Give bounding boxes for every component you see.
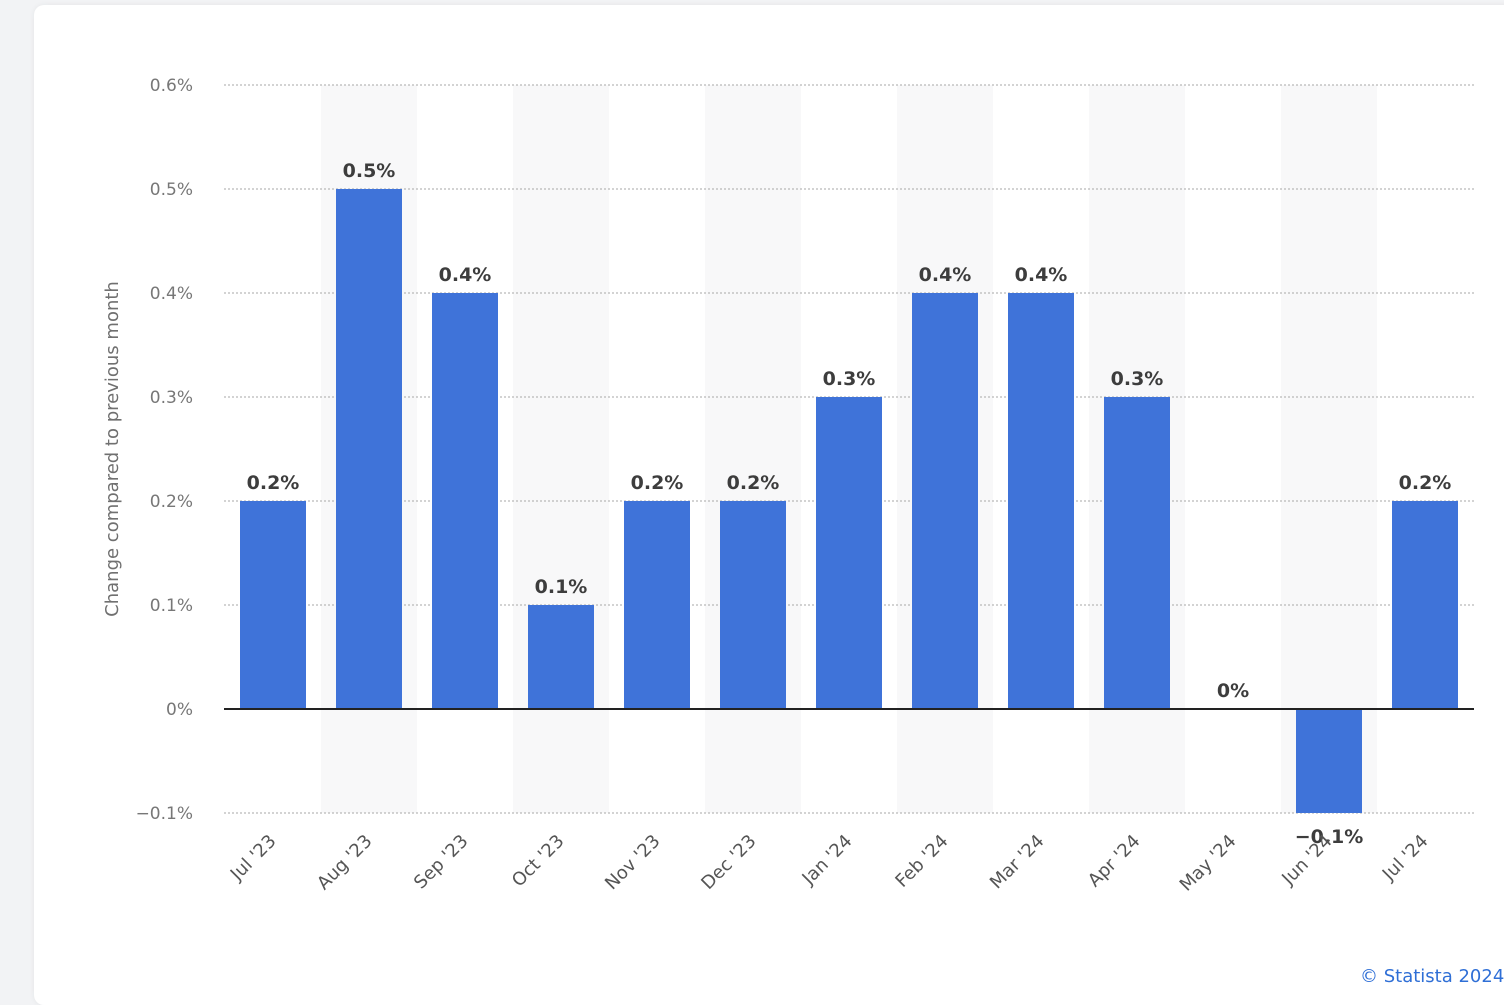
bar[interactable] <box>720 501 786 709</box>
x-tick-labels: Jul '23 Aug '23 Sep '23 Oct '23 Nov '23 Dec '… <box>226 831 1433 896</box>
x-tick-label: May '24 <box>1176 831 1241 896</box>
bar[interactable] <box>1008 293 1074 709</box>
value-label: 0.2% <box>1399 472 1452 494</box>
value-label: 0.4% <box>1015 264 1068 286</box>
x-tick-label: Aug '23 <box>313 831 376 894</box>
value-label: 0.2% <box>727 472 780 494</box>
y-axis-label: Change compared to previous month <box>102 281 123 617</box>
y-tick-label: 0.2% <box>150 492 193 512</box>
y-tick-label: 0.1% <box>150 596 193 616</box>
value-label: 0.5% <box>343 160 396 182</box>
bar[interactable] <box>1296 709 1362 813</box>
y-tick-label: 0.6% <box>150 76 193 96</box>
source-credit[interactable]: © Statista 2024 <box>1360 966 1504 987</box>
bar[interactable] <box>1392 501 1458 709</box>
value-label: 0% <box>1217 680 1249 702</box>
bar[interactable] <box>528 605 594 709</box>
y-tick-label: −0.1% <box>136 804 193 824</box>
x-tick-label: Jan '24 <box>798 831 857 890</box>
bar[interactable] <box>240 501 306 709</box>
bar[interactable] <box>624 501 690 709</box>
value-label: 0.1% <box>535 576 588 598</box>
value-label: 0.4% <box>439 264 492 286</box>
category-band <box>1281 85 1377 813</box>
x-tick-label: Sep '23 <box>410 831 473 894</box>
x-tick-label: Jul '23 <box>226 831 281 886</box>
x-tick-label: Oct '23 <box>508 831 569 892</box>
bar-chart: 0.6% 0.5% 0.4% 0.3% 0.2% 0.1% 0% −0.1% 0.2% 0.5%… <box>102 76 1474 896</box>
y-tick-labels: 0.6% 0.5% 0.4% 0.3% 0.2% 0.1% 0% −0.1% <box>136 76 193 824</box>
y-tick-label: 0.3% <box>150 388 193 408</box>
bars <box>240 189 1458 813</box>
x-tick-label: Feb '24 <box>891 831 952 892</box>
value-label: 0.2% <box>247 472 300 494</box>
bar[interactable] <box>912 293 978 709</box>
value-label: 0.3% <box>823 368 876 390</box>
bar[interactable] <box>336 189 402 709</box>
y-tick-label: 0.4% <box>150 284 193 304</box>
x-tick-label: Dec '23 <box>697 831 760 894</box>
value-label: −0.1% <box>1295 826 1364 848</box>
value-labels: 0.2% 0.5% 0.4% 0.1% 0.2% 0.2% 0.3% 0.4% 0.4% 0.3%… <box>247 160 1452 848</box>
bar[interactable] <box>432 293 498 709</box>
value-label: 0.4% <box>919 264 972 286</box>
bar[interactable] <box>816 397 882 709</box>
value-label: 0.3% <box>1111 368 1164 390</box>
y-tick-label: 0% <box>166 700 193 720</box>
x-tick-label: Mar '24 <box>986 831 1049 894</box>
x-tick-label: Nov '23 <box>601 831 664 894</box>
x-tick-label: Apr '24 <box>1084 831 1145 892</box>
bar[interactable] <box>1104 397 1170 709</box>
value-label: 0.2% <box>631 472 684 494</box>
y-tick-label: 0.5% <box>150 180 193 200</box>
x-tick-label: Jul '24 <box>1378 831 1433 886</box>
